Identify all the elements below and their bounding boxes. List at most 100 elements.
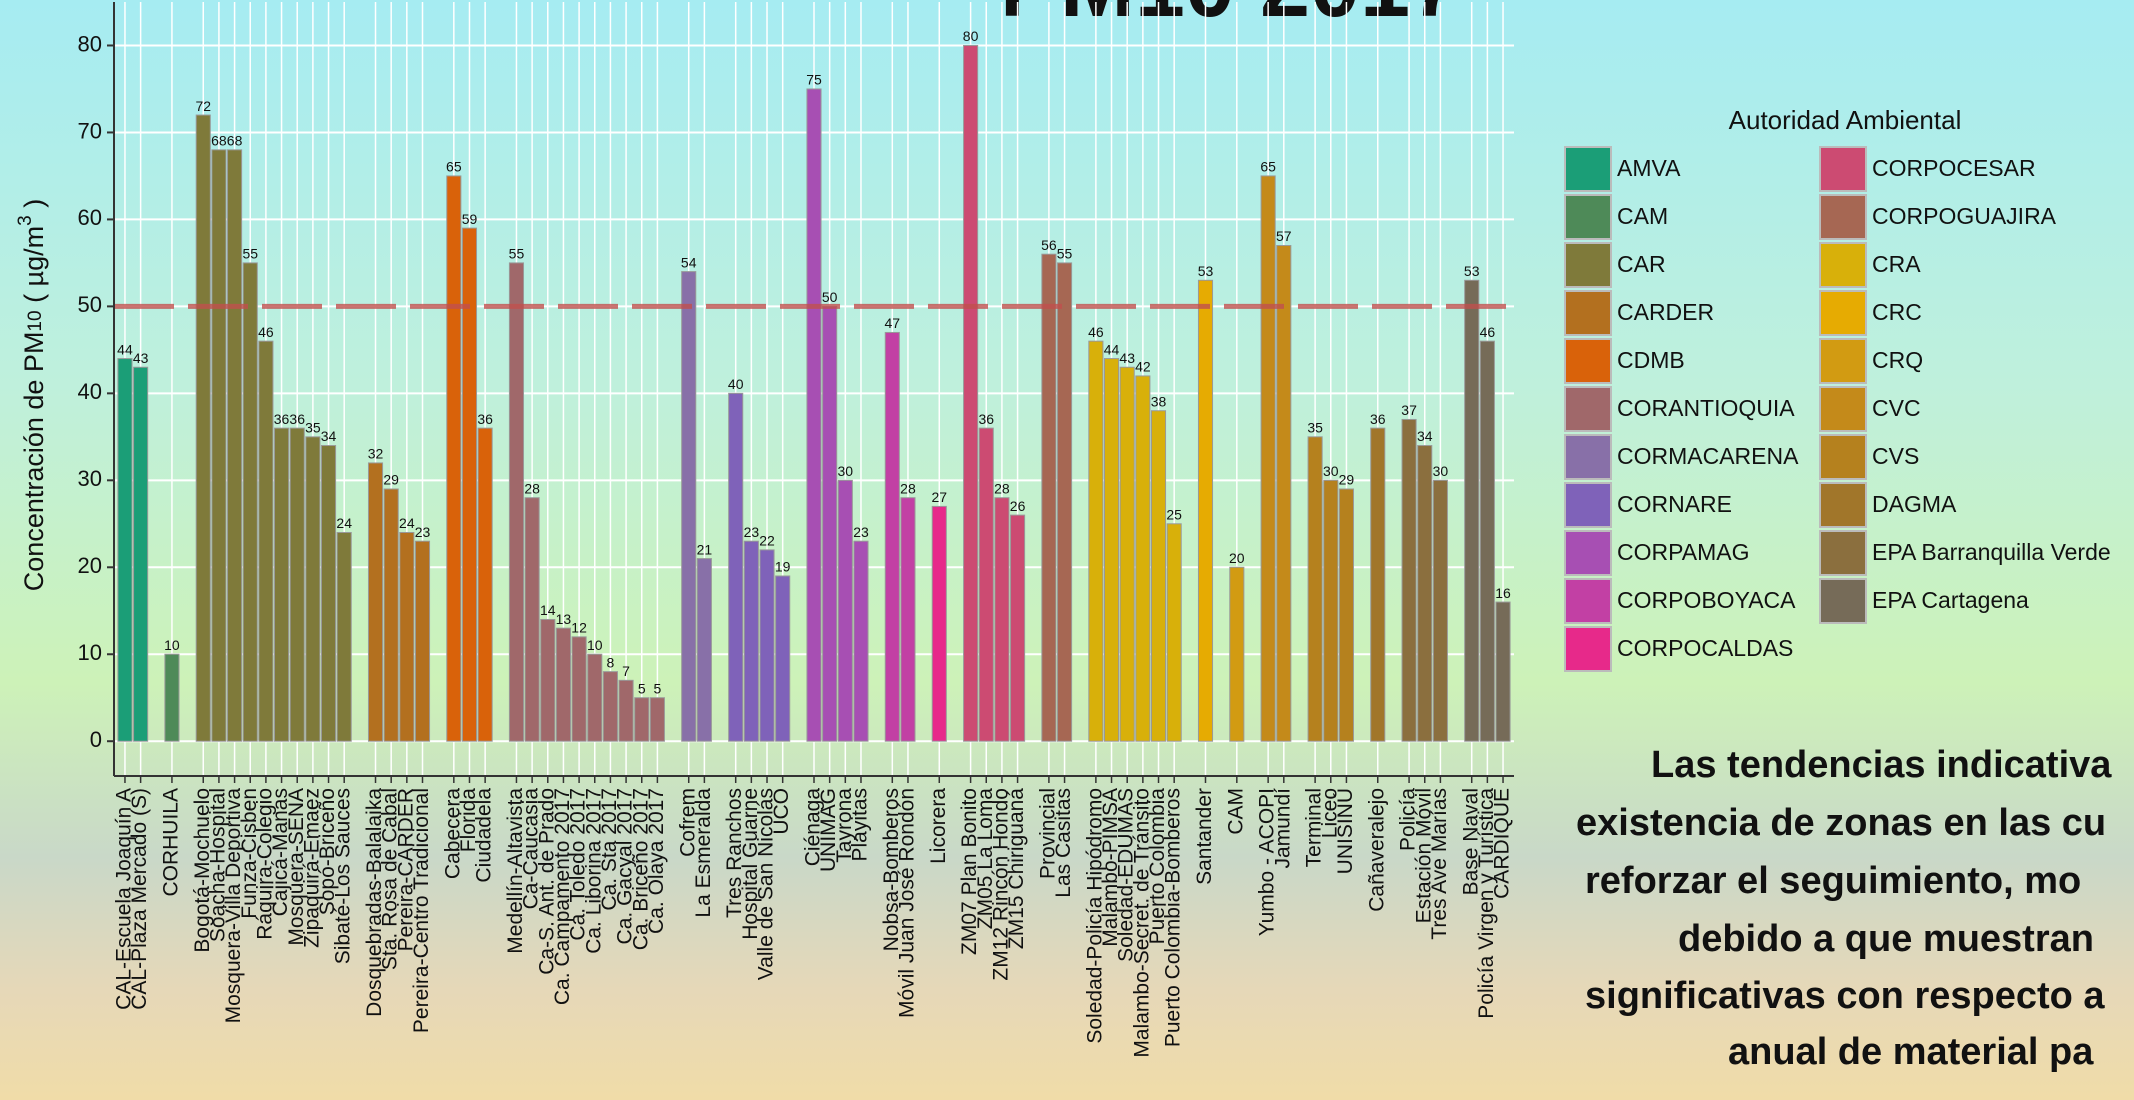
bar [1432, 479, 1448, 742]
x-tick-label: Sta. Rosa de Cabal [379, 788, 402, 970]
value-label: 53 [1464, 263, 1480, 279]
x-tick-label: Ca-Caucasia [520, 788, 543, 910]
y-tick-label: 40 [78, 379, 102, 404]
value-label: 68 [227, 133, 243, 149]
legend-label: CORMACARENA [1617, 443, 1799, 469]
legend-label: CORANTIOQUIA [1617, 395, 1795, 421]
bar [164, 653, 180, 742]
value-label: 34 [1417, 428, 1433, 444]
legend-key [1564, 194, 1612, 240]
value-label: 46 [1480, 324, 1496, 340]
bar [461, 227, 478, 742]
bar [978, 427, 994, 742]
value-label: 37 [1401, 402, 1417, 418]
x-tick-label: Ca. Campamento 2017 [551, 788, 574, 1005]
y-tick-label: 60 [78, 205, 102, 230]
bar [900, 497, 916, 742]
value-label: 26 [1010, 498, 1026, 514]
bar [195, 114, 211, 742]
value-label: 10 [587, 637, 603, 653]
bar [117, 358, 133, 742]
value-label: 75 [806, 72, 822, 88]
value-label: 50 [822, 289, 838, 305]
bar [524, 497, 540, 742]
x-tick-label: Ráquira-Colegio [253, 788, 276, 940]
bar [1260, 175, 1276, 742]
x-tick-label: Cajicá-Manas [269, 788, 292, 916]
note-line: existencia de zonas en las cu [1576, 802, 2106, 844]
value-label: 57 [1276, 228, 1292, 244]
value-label: 22 [759, 533, 775, 549]
x-tick-label: Bogotá-Mochuelo [191, 788, 214, 953]
bar [759, 549, 775, 742]
x-tick-label: Jamundí [1271, 788, 1294, 869]
value-label: 44 [1104, 341, 1120, 357]
x-tick-label: Tres Ave Marías [1428, 788, 1451, 940]
bar [133, 366, 149, 742]
legend-label: CORNARE [1617, 491, 1732, 517]
bar [1401, 418, 1417, 742]
legend-key [1564, 338, 1612, 384]
bar [289, 427, 305, 742]
bar [1307, 436, 1323, 742]
y-tick-label: 30 [78, 466, 102, 491]
y-axis-label: Concentración de PM10 ( µg/m3 ) [15, 199, 49, 591]
value-label: 13 [556, 611, 572, 627]
x-tick-label: Provincial [1036, 788, 1059, 879]
legend-key [1819, 338, 1867, 384]
value-label: 32 [368, 446, 384, 462]
value-label: 36 [289, 411, 305, 427]
bar [242, 262, 258, 742]
x-tick-label: Policía [1397, 788, 1420, 851]
legend-key [1819, 530, 1867, 576]
x-tick-label: CAM [1224, 788, 1247, 835]
bar [884, 331, 900, 742]
bar [1464, 279, 1480, 742]
bar [634, 697, 650, 742]
legend-key [1819, 290, 1867, 336]
legend-key [1564, 386, 1612, 432]
value-label: 35 [305, 420, 321, 436]
x-tick-label: Cofrem [676, 788, 699, 857]
x-tick-label: Florida [457, 788, 480, 853]
bar [414, 540, 431, 742]
value-label: 27 [931, 489, 947, 505]
legend-label: CAR [1617, 251, 1666, 277]
bar [1495, 601, 1511, 742]
value-label: 20 [1229, 550, 1245, 566]
bar [602, 671, 618, 742]
bar [963, 44, 979, 742]
legend-key [1819, 242, 1867, 288]
y-tick-label: 10 [78, 640, 102, 665]
value-label: 53 [1198, 263, 1214, 279]
value-label: 24 [399, 515, 415, 531]
x-tick-label: Sopó-Briceño [316, 788, 339, 915]
x-tick-label: Mosquera-Villa Deportiva [222, 788, 245, 1024]
bar [1338, 488, 1354, 742]
bar [477, 427, 493, 742]
bar [587, 653, 603, 742]
value-label: 36 [978, 411, 994, 427]
x-tick-label: UNISINÚ [1334, 788, 1357, 874]
bar [305, 436, 321, 742]
value-label: 23 [744, 524, 760, 540]
legend-label: EPA Cartagena [1872, 587, 2029, 613]
x-tick-label: Ca. Gacyal 2017 [614, 788, 637, 944]
bar [1088, 340, 1104, 742]
legend-key [1564, 578, 1612, 624]
value-label: 25 [1166, 507, 1182, 523]
y-label-part: ( µg/m [19, 226, 49, 311]
bar [555, 627, 571, 742]
y-label-part: ) [19, 199, 49, 216]
value-label: 28 [994, 480, 1010, 496]
value-label: 8 [607, 654, 615, 670]
value-label: 14 [540, 602, 556, 618]
x-tick-label: CAL-Plaza Mercado (S) [128, 788, 151, 1010]
bar [1276, 245, 1292, 742]
value-label: 40 [728, 376, 744, 392]
bar [336, 531, 352, 742]
x-tick-label: Policía Virgen y Turística [1475, 788, 1498, 1019]
x-tick-label: Ca. Briceño 2017 [629, 788, 652, 950]
